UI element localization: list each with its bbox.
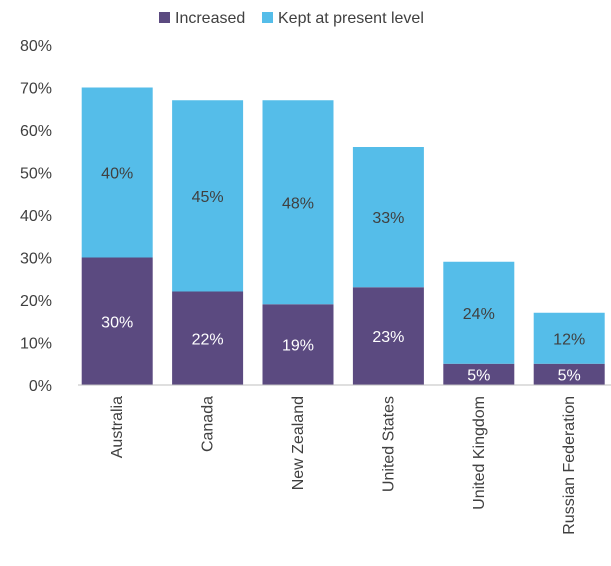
data-label: 33% — [372, 210, 404, 227]
data-label: 30% — [101, 314, 133, 331]
y-tick-label: 50% — [20, 166, 52, 183]
bar-segment-kept — [352, 147, 424, 288]
x-category-label: Russian Federation — [561, 396, 578, 535]
data-label: 5% — [558, 367, 581, 384]
data-label: 48% — [282, 195, 314, 212]
bar-segment-kept — [172, 100, 244, 292]
x-category-label: Canada — [200, 396, 217, 452]
bar-segment-kept — [533, 312, 605, 364]
bar-segment-increased — [533, 363, 605, 385]
y-tick-label: 70% — [20, 81, 52, 98]
y-tick-label: 30% — [20, 251, 52, 268]
data-label: 12% — [553, 331, 585, 348]
bar-segment-kept — [443, 261, 515, 364]
data-label: 24% — [463, 306, 495, 323]
data-label: 19% — [282, 338, 314, 355]
data-label: 45% — [192, 189, 224, 206]
bar-segment-increased — [81, 257, 153, 385]
x-category-label: United States — [380, 396, 397, 492]
y-tick-label: 10% — [20, 336, 52, 353]
bar-segment-increased — [443, 363, 515, 385]
legend-label: Kept at present level — [278, 10, 424, 27]
x-category-label: Australia — [109, 396, 126, 458]
bar-segment-kept — [81, 87, 153, 258]
legend-label: Increased — [175, 10, 245, 27]
data-label: 5% — [467, 367, 490, 384]
y-tick-label: 60% — [20, 123, 52, 140]
data-label: 23% — [372, 329, 404, 346]
legend-swatch-increased — [159, 12, 170, 23]
data-label: 40% — [101, 166, 133, 183]
x-category-label: New Zealand — [290, 396, 307, 490]
bar-segment-kept — [262, 100, 334, 305]
x-category-label: United Kingdom — [471, 396, 488, 510]
legend: Increased Kept at present level — [159, 10, 424, 27]
y-tick-label: 40% — [20, 208, 52, 225]
y-tick-label: 20% — [20, 293, 52, 310]
bar-segment-increased — [262, 304, 334, 385]
y-tick-label: 0% — [29, 378, 52, 395]
x-axis: Australia Canada New Zealand United States U… — [78, 384, 611, 535]
y-axis: 0% 10% 20% 30% 40% 50% 60% 70% 80% — [20, 38, 52, 395]
data-label: 22% — [192, 331, 224, 348]
bar-segment-increased — [172, 291, 244, 385]
y-tick-label: 80% — [20, 38, 52, 55]
legend-swatch-kept — [262, 12, 273, 23]
bars: 30% 40% 22% 45% 19% 48% 23% 33% 5% 24% 5% 12% — [81, 87, 605, 385]
bar-segment-increased — [352, 287, 424, 385]
